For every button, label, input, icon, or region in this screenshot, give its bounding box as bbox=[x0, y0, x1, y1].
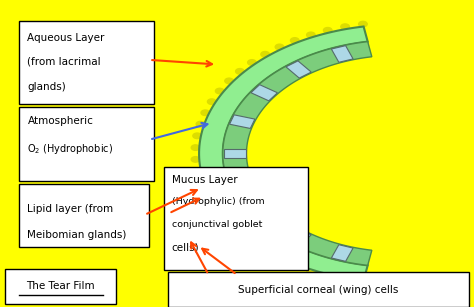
Circle shape bbox=[201, 192, 210, 197]
Text: Aqueous Layer: Aqueous Layer bbox=[27, 33, 105, 43]
Circle shape bbox=[208, 99, 216, 104]
Text: O$_2$ (Hydrophobic): O$_2$ (Hydrophobic) bbox=[27, 142, 114, 156]
Circle shape bbox=[247, 60, 256, 65]
Text: Atmospheric: Atmospheric bbox=[27, 116, 93, 126]
Circle shape bbox=[196, 180, 205, 186]
Circle shape bbox=[341, 24, 349, 29]
Circle shape bbox=[201, 110, 210, 115]
Circle shape bbox=[323, 274, 332, 279]
Text: Mucus Layer: Mucus Layer bbox=[172, 175, 237, 185]
Text: conjunctival goblet: conjunctival goblet bbox=[172, 220, 262, 229]
Text: cells): cells) bbox=[172, 242, 199, 252]
Circle shape bbox=[261, 52, 269, 57]
Polygon shape bbox=[331, 46, 353, 62]
Circle shape bbox=[193, 169, 201, 174]
Circle shape bbox=[191, 157, 200, 162]
Circle shape bbox=[225, 223, 233, 229]
Text: glands): glands) bbox=[27, 82, 66, 91]
Circle shape bbox=[247, 242, 256, 247]
Circle shape bbox=[323, 28, 332, 33]
Polygon shape bbox=[251, 206, 277, 222]
Circle shape bbox=[359, 21, 367, 27]
Polygon shape bbox=[286, 61, 311, 78]
Circle shape bbox=[196, 121, 205, 127]
Polygon shape bbox=[229, 179, 255, 192]
Circle shape bbox=[291, 38, 299, 43]
Circle shape bbox=[215, 213, 224, 219]
Polygon shape bbox=[199, 26, 368, 281]
FancyBboxPatch shape bbox=[19, 184, 149, 247]
Circle shape bbox=[291, 264, 299, 269]
Polygon shape bbox=[251, 85, 277, 101]
Circle shape bbox=[236, 233, 244, 239]
Circle shape bbox=[225, 78, 233, 84]
Circle shape bbox=[236, 68, 244, 74]
Circle shape bbox=[359, 280, 367, 286]
Circle shape bbox=[215, 88, 224, 94]
Polygon shape bbox=[224, 149, 246, 158]
FancyBboxPatch shape bbox=[164, 167, 308, 270]
Text: Meibomian glands): Meibomian glands) bbox=[27, 230, 127, 240]
FancyBboxPatch shape bbox=[19, 21, 154, 104]
FancyBboxPatch shape bbox=[168, 272, 469, 307]
Polygon shape bbox=[229, 115, 255, 128]
Circle shape bbox=[307, 32, 315, 38]
FancyBboxPatch shape bbox=[19, 107, 154, 181]
Circle shape bbox=[275, 44, 284, 50]
Text: The Tear Film: The Tear Film bbox=[27, 282, 95, 291]
Text: Lipid layer (from: Lipid layer (from bbox=[27, 204, 114, 214]
Text: (Hydrophylic) (from: (Hydrophylic) (from bbox=[172, 196, 264, 206]
Polygon shape bbox=[223, 42, 372, 265]
Circle shape bbox=[191, 145, 200, 150]
Polygon shape bbox=[331, 245, 353, 261]
FancyBboxPatch shape bbox=[5, 269, 116, 304]
Text: Superficial corneal (wing) cells: Superficial corneal (wing) cells bbox=[238, 285, 399, 294]
Circle shape bbox=[261, 250, 269, 255]
Circle shape bbox=[193, 133, 201, 138]
Circle shape bbox=[307, 269, 315, 275]
Circle shape bbox=[341, 278, 349, 283]
Text: (from lacrimal: (from lacrimal bbox=[27, 56, 101, 66]
Circle shape bbox=[208, 203, 216, 208]
Circle shape bbox=[275, 257, 284, 263]
Polygon shape bbox=[286, 229, 311, 246]
